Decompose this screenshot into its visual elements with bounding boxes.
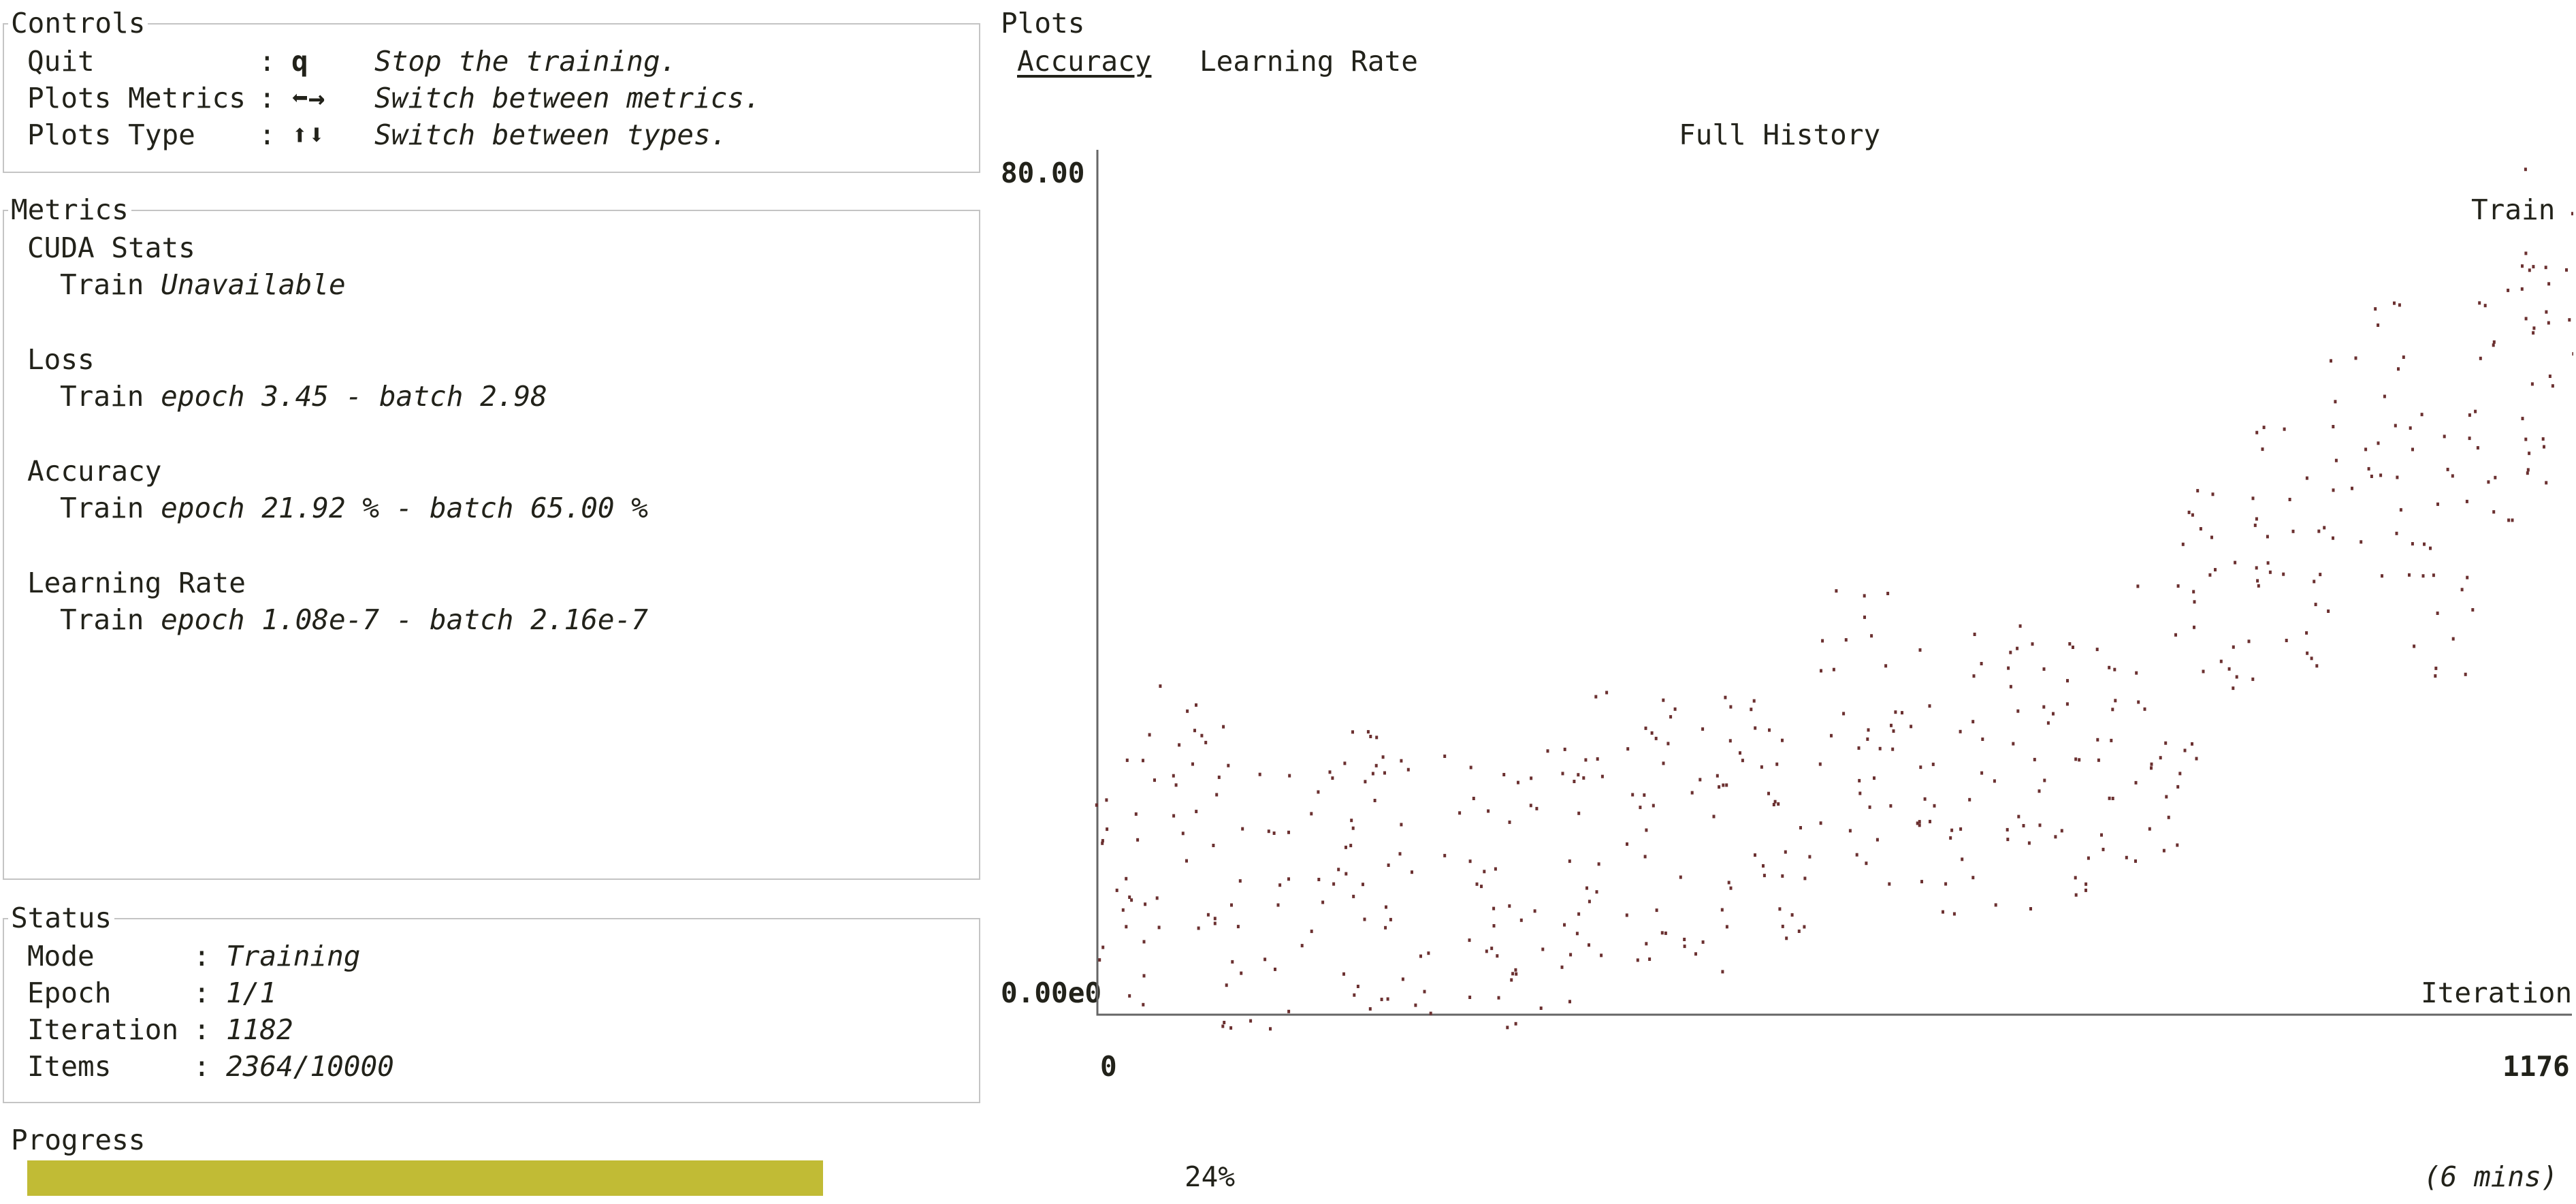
status-separator: : bbox=[193, 1013, 210, 1046]
plots-title: Plots bbox=[1001, 7, 1085, 39]
data-point bbox=[1148, 684, 1225, 930]
accuracy-plot bbox=[1095, 150, 2573, 1031]
tab-accuracy[interactable]: Accuracy bbox=[1017, 45, 1152, 78]
progress-eta: (6 mins) bbox=[2424, 1160, 2558, 1193]
progress-label: Progress bbox=[11, 1124, 146, 1156]
controls-title: Controls bbox=[8, 10, 148, 37]
data-point bbox=[1458, 765, 1518, 1030]
control-separator: : bbox=[259, 118, 276, 151]
data-point bbox=[1517, 747, 1591, 1010]
control-description: Switch between metrics. bbox=[374, 82, 761, 114]
status-key: Iteration bbox=[27, 1013, 179, 1046]
data-point bbox=[1095, 758, 1147, 1007]
data-point bbox=[2181, 489, 2257, 761]
metric-group-name: Learning Rate bbox=[27, 567, 246, 599]
status-separator: : bbox=[193, 1050, 210, 1083]
metric-value: epoch 21.92 % - batch 65.00 % bbox=[161, 492, 648, 524]
control-value: q bbox=[291, 45, 308, 78]
control-key: Plots Metrics bbox=[27, 82, 246, 114]
y-axis-max-label: 80.00 bbox=[1001, 157, 1085, 189]
controls-panel bbox=[3, 23, 980, 173]
data-point bbox=[1221, 763, 1291, 1031]
status-separator: : bbox=[193, 940, 210, 972]
data-point bbox=[2330, 301, 2405, 578]
status-key: Mode bbox=[27, 940, 95, 972]
data-point bbox=[1818, 589, 1890, 866]
metric-value: epoch 1.08e-7 - batch 2.16e-7 bbox=[161, 603, 648, 636]
data-point bbox=[2476, 265, 2551, 522]
data-point bbox=[1961, 624, 2036, 910]
metric-group-name: CUDA Stats bbox=[27, 232, 195, 264]
progress-bar-fill bbox=[27, 1160, 823, 1196]
progress-bar bbox=[27, 1160, 2362, 1196]
status-value: 1/1 bbox=[226, 977, 277, 1009]
control-key: Plots Type bbox=[27, 118, 195, 151]
control-value: ⬅→ bbox=[291, 82, 325, 114]
status-key: Items bbox=[27, 1050, 112, 1083]
control-description: Stop the training. bbox=[374, 45, 677, 78]
x-axis-title: Iteration bbox=[2421, 977, 2573, 1009]
status-key: Epoch bbox=[27, 977, 112, 1009]
control-value: ⬆⬇ bbox=[291, 118, 325, 151]
data-point bbox=[1888, 648, 1963, 916]
progress-percent: 24% bbox=[1185, 1160, 1236, 1193]
data-point bbox=[1664, 695, 1741, 974]
x-axis-max-label: 1176 bbox=[2502, 1050, 2570, 1083]
control-key: Quit bbox=[27, 45, 95, 78]
metric-value-line: Train epoch 1.08e-7 - batch 2.16e-7 bbox=[60, 606, 648, 634]
metric-split: Train bbox=[60, 492, 144, 524]
data-point bbox=[2255, 426, 2330, 668]
metric-split: Train bbox=[60, 380, 144, 413]
data-point bbox=[2038, 642, 2111, 897]
metric-value: Unavailable bbox=[161, 268, 346, 301]
status-title: Status bbox=[8, 904, 115, 932]
status-value: 1182 bbox=[226, 1013, 293, 1046]
chart-title: Full History bbox=[1679, 118, 1881, 151]
status-separator: : bbox=[193, 977, 210, 1009]
metric-group-name: Accuracy bbox=[27, 455, 162, 488]
metric-group-name: Loss bbox=[27, 343, 95, 376]
control-separator: : bbox=[259, 45, 276, 78]
x-axis-min-label: 0 bbox=[1100, 1050, 1117, 1083]
metric-value-line: Train epoch 21.92 % - batch 65.00 % bbox=[60, 494, 648, 522]
metric-value-line: Train epoch 3.45 - batch 2.98 bbox=[60, 383, 547, 411]
metrics-panel bbox=[3, 210, 980, 880]
data-point bbox=[1300, 730, 1372, 1011]
metric-value: epoch 3.45 - batch 2.98 bbox=[161, 380, 547, 413]
legend-train: Train bbox=[2471, 193, 2556, 226]
status-value: 2364/10000 bbox=[226, 1050, 394, 1083]
metric-value-line: Train Unavailable bbox=[60, 271, 346, 299]
status-panel bbox=[3, 918, 980, 1103]
data-point bbox=[1369, 735, 1447, 1015]
data-point bbox=[2408, 409, 2477, 678]
data-point bbox=[2108, 584, 2182, 863]
control-description: Switch between types. bbox=[374, 118, 728, 151]
status-value: Training bbox=[226, 940, 361, 972]
metric-split: Train bbox=[60, 268, 144, 301]
metrics-title: Metrics bbox=[8, 196, 131, 224]
data-point bbox=[2521, 168, 2573, 388]
metric-split: Train bbox=[60, 603, 144, 636]
y-axis-min-label: 0.00e0 bbox=[1001, 977, 1102, 1009]
data-point bbox=[1741, 699, 1812, 940]
control-separator: : bbox=[259, 82, 276, 114]
data-point bbox=[1594, 691, 1665, 962]
tab-learning-rate[interactable]: Learning Rate bbox=[1200, 45, 1418, 78]
plot-axes bbox=[1096, 150, 2572, 1016]
